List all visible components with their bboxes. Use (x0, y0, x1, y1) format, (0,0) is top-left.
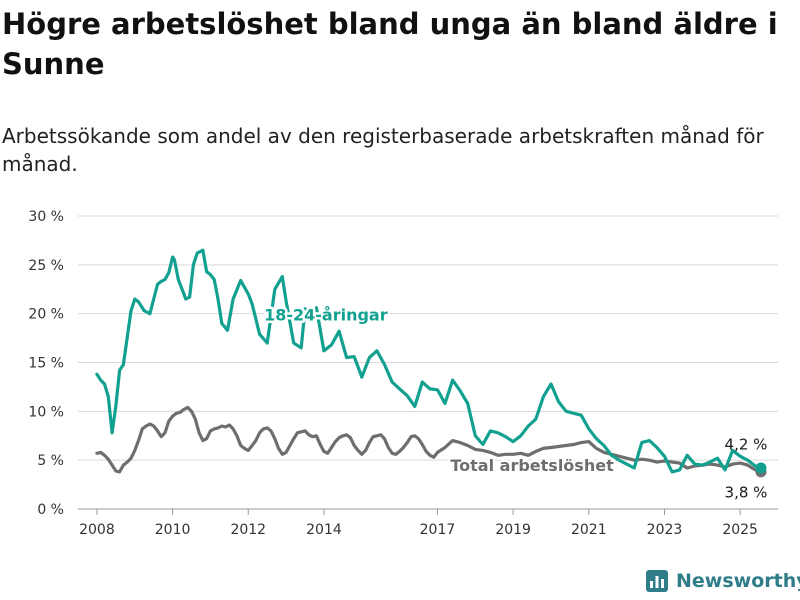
end-label-total: 3,8 % (725, 483, 768, 501)
bar-chart-logo-icon (646, 570, 668, 592)
x-tick-label: 2019 (495, 522, 531, 538)
x-tick-label: 2021 (571, 522, 607, 538)
chart-subtitle: Arbetssökande som andel av den registerb… (2, 124, 764, 176)
y-tick-label: 0 % (37, 502, 64, 518)
endpoint-18-24 (755, 462, 767, 474)
brand-logo: Newsworthy (646, 570, 800, 592)
x-tick-label: 2017 (420, 522, 456, 538)
y-tick-label: 20 % (28, 307, 64, 323)
end-label-18-24: 4,2 % (725, 435, 768, 453)
x-tick-label: 2008 (79, 522, 115, 538)
series-line-total (95, 405, 763, 474)
series-line-18-24 (95, 248, 763, 474)
y-tick-label: 25 % (28, 258, 64, 274)
y-tick-label: 5 % (37, 453, 64, 469)
x-tick-label: 2012 (230, 522, 266, 538)
series-label-18-24-halo: 18-24-åringar (264, 306, 388, 325)
x-tick-label: 2014 (306, 522, 342, 538)
x-tick-label: 2025 (722, 522, 758, 538)
series-label-total: Total arbetslöshet (450, 456, 614, 475)
y-tick-label: 30 % (28, 209, 64, 225)
x-tick-label: 2023 (647, 522, 683, 538)
y-tick-label: 10 % (28, 404, 64, 420)
page-title: Högre arbetslöshet bland unga än bland ä… (2, 7, 778, 81)
series-label-18-24: 18-24-åringar (264, 306, 388, 325)
series-label-total-halo: Total arbetslöshet (450, 456, 614, 475)
x-tick-label: 2010 (155, 522, 191, 538)
brand-name: Newsworthy (676, 570, 800, 592)
y-tick-label: 15 % (28, 356, 64, 372)
